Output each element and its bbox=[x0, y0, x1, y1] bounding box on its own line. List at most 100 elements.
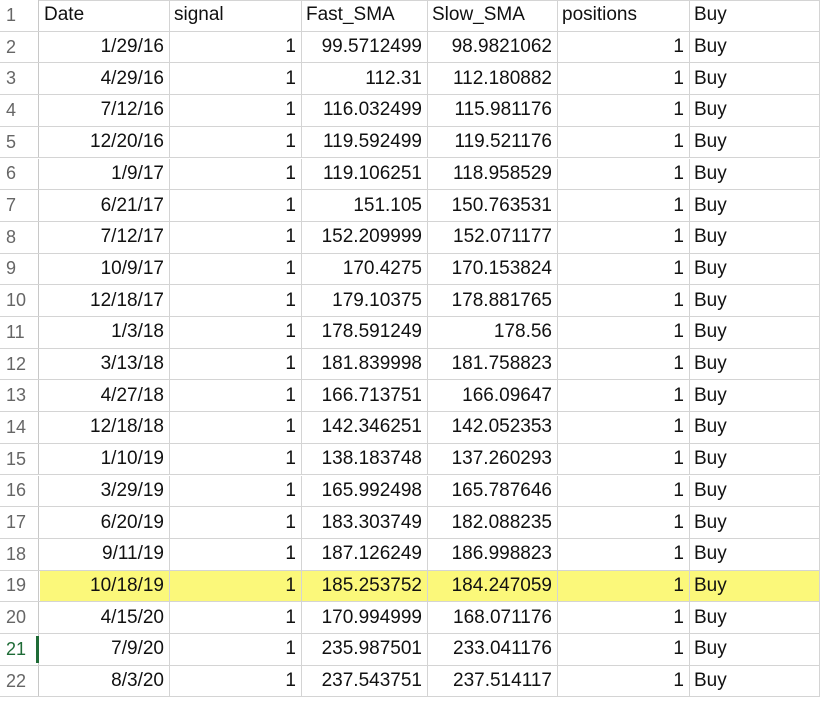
row-number[interactable]: 18 bbox=[0, 538, 39, 570]
cell-signal[interactable]: 1 bbox=[170, 285, 302, 316]
header-cell-action[interactable]: Buy bbox=[690, 0, 820, 31]
cell-signal[interactable]: 1 bbox=[170, 602, 302, 633]
cell-positions[interactable]: 1 bbox=[558, 602, 690, 633]
cell-positions[interactable]: 1 bbox=[558, 190, 690, 221]
cell-date[interactable]: 1/29/16 bbox=[40, 31, 170, 63]
cell-fast-sma[interactable]: 170.994999 bbox=[302, 602, 428, 633]
cell-date[interactable]: 12/18/17 bbox=[40, 285, 170, 316]
cell-action[interactable]: Buy bbox=[690, 221, 820, 253]
cell-positions[interactable]: 1 bbox=[558, 634, 690, 665]
cell-action[interactable]: Buy bbox=[690, 158, 820, 190]
cell-fast-sma[interactable]: 187.126249 bbox=[302, 538, 428, 570]
cell-signal[interactable]: 1 bbox=[170, 31, 302, 63]
cell-fast-sma[interactable]: 151.105 bbox=[302, 190, 428, 221]
cell-signal[interactable]: 1 bbox=[170, 380, 302, 412]
cell-positions[interactable]: 1 bbox=[558, 443, 690, 475]
cell-signal[interactable]: 1 bbox=[170, 507, 302, 538]
cell-action[interactable]: Buy bbox=[690, 538, 820, 570]
cell-signal[interactable]: 1 bbox=[170, 126, 302, 158]
cell-date[interactable]: 1/9/17 bbox=[40, 158, 170, 190]
cell-positions[interactable]: 1 bbox=[558, 665, 690, 697]
cell-slow-sma[interactable]: 118.958529 bbox=[428, 158, 558, 190]
cell-action[interactable]: Buy bbox=[690, 31, 820, 63]
cell-positions[interactable]: 1 bbox=[558, 221, 690, 253]
cell-positions[interactable]: 1 bbox=[558, 158, 690, 190]
header-cell-fast-sma[interactable]: Fast_SMA bbox=[302, 0, 428, 31]
cell-positions[interactable]: 1 bbox=[558, 570, 690, 602]
row-number[interactable]: 15 bbox=[0, 443, 39, 475]
row-number[interactable]: 14 bbox=[0, 412, 39, 443]
cell-action[interactable]: Buy bbox=[690, 507, 820, 538]
cell-date[interactable]: 6/20/19 bbox=[40, 507, 170, 538]
cell-positions[interactable]: 1 bbox=[558, 285, 690, 316]
cell-date[interactable]: 3/29/19 bbox=[40, 475, 170, 507]
cell-signal[interactable]: 1 bbox=[170, 317, 302, 348]
cell-slow-sma[interactable]: 166.09647 bbox=[428, 380, 558, 412]
cell-action[interactable]: Buy bbox=[690, 317, 820, 348]
cell-fast-sma[interactable]: 112.31 bbox=[302, 63, 428, 95]
row-number[interactable]: 11 bbox=[0, 317, 39, 348]
cell-positions[interactable]: 1 bbox=[558, 475, 690, 507]
cell-slow-sma[interactable]: 170.153824 bbox=[428, 253, 558, 285]
cell-positions[interactable]: 1 bbox=[558, 317, 690, 348]
cell-fast-sma[interactable]: 99.5712499 bbox=[302, 31, 428, 63]
row-number[interactable]: 17 bbox=[0, 507, 39, 538]
cell-slow-sma[interactable]: 152.071177 bbox=[428, 221, 558, 253]
cell-slow-sma[interactable]: 186.998823 bbox=[428, 538, 558, 570]
row-number[interactable]: 9 bbox=[0, 253, 39, 285]
row-number[interactable]: 16 bbox=[0, 475, 39, 507]
cell-date[interactable]: 12/18/18 bbox=[40, 412, 170, 443]
cell-slow-sma[interactable]: 168.071176 bbox=[428, 602, 558, 633]
cell-signal[interactable]: 1 bbox=[170, 253, 302, 285]
cell-fast-sma[interactable]: 185.253752 bbox=[302, 570, 428, 602]
cell-date[interactable]: 7/12/16 bbox=[40, 95, 170, 126]
row-number[interactable]: 20 bbox=[0, 602, 39, 633]
cell-fast-sma[interactable]: 116.032499 bbox=[302, 95, 428, 126]
cell-signal[interactable]: 1 bbox=[170, 158, 302, 190]
cell-date[interactable]: 7/12/17 bbox=[40, 221, 170, 253]
cell-action[interactable]: Buy bbox=[690, 253, 820, 285]
cell-date[interactable]: 4/29/16 bbox=[40, 63, 170, 95]
row-number[interactable]: 2 bbox=[0, 31, 39, 63]
row-number[interactable]: 1 bbox=[0, 0, 39, 31]
cell-fast-sma[interactable]: 170.4275 bbox=[302, 253, 428, 285]
cell-fast-sma[interactable]: 235.987501 bbox=[302, 634, 428, 665]
row-number[interactable]: 12 bbox=[0, 348, 39, 380]
cell-action[interactable]: Buy bbox=[690, 380, 820, 412]
cell-date[interactable]: 10/9/17 bbox=[40, 253, 170, 285]
cell-action[interactable]: Buy bbox=[690, 126, 820, 158]
cell-positions[interactable]: 1 bbox=[558, 538, 690, 570]
cell-signal[interactable]: 1 bbox=[170, 190, 302, 221]
row-number[interactable]: 4 bbox=[0, 95, 39, 126]
header-cell-signal[interactable]: signal bbox=[170, 0, 302, 31]
cell-action[interactable]: Buy bbox=[690, 190, 820, 221]
cell-slow-sma[interactable]: 181.758823 bbox=[428, 348, 558, 380]
cell-positions[interactable]: 1 bbox=[558, 348, 690, 380]
row-number[interactable]: 5 bbox=[0, 126, 39, 158]
cell-fast-sma[interactable]: 152.209999 bbox=[302, 221, 428, 253]
cell-slow-sma[interactable]: 237.514117 bbox=[428, 665, 558, 697]
cell-slow-sma[interactable]: 182.088235 bbox=[428, 507, 558, 538]
cell-signal[interactable]: 1 bbox=[170, 475, 302, 507]
cell-action[interactable]: Buy bbox=[690, 348, 820, 380]
cell-signal[interactable]: 1 bbox=[170, 538, 302, 570]
cell-fast-sma[interactable]: 237.543751 bbox=[302, 665, 428, 697]
cell-action[interactable]: Buy bbox=[690, 570, 820, 602]
header-cell-slow-sma[interactable]: Slow_SMA bbox=[428, 0, 558, 31]
cell-date[interactable]: 8/3/20 bbox=[40, 665, 170, 697]
cell-signal[interactable]: 1 bbox=[170, 221, 302, 253]
cell-slow-sma[interactable]: 165.787646 bbox=[428, 475, 558, 507]
cell-fast-sma[interactable]: 183.303749 bbox=[302, 507, 428, 538]
cell-date[interactable]: 1/3/18 bbox=[40, 317, 170, 348]
row-number[interactable]: 19 bbox=[0, 570, 39, 602]
cell-date[interactable]: 3/13/18 bbox=[40, 348, 170, 380]
cell-fast-sma[interactable]: 165.992498 bbox=[302, 475, 428, 507]
header-cell-date[interactable]: Date bbox=[40, 0, 170, 31]
cell-date[interactable]: 6/21/17 bbox=[40, 190, 170, 221]
cell-fast-sma[interactable]: 119.592499 bbox=[302, 126, 428, 158]
cell-action[interactable]: Buy bbox=[690, 412, 820, 443]
cell-slow-sma[interactable]: 98.9821062 bbox=[428, 31, 558, 63]
cell-fast-sma[interactable]: 181.839998 bbox=[302, 348, 428, 380]
cell-slow-sma[interactable]: 178.881765 bbox=[428, 285, 558, 316]
cell-slow-sma[interactable]: 150.763531 bbox=[428, 190, 558, 221]
